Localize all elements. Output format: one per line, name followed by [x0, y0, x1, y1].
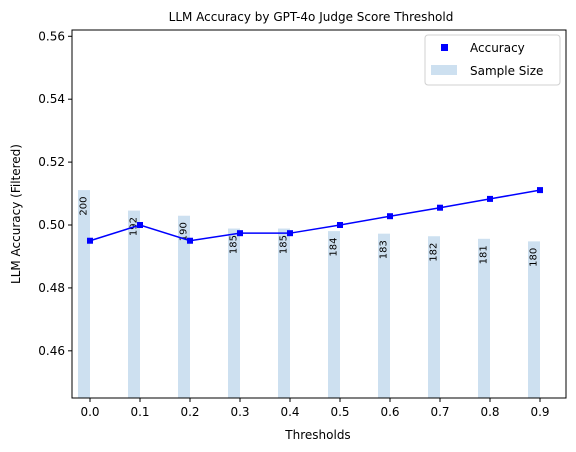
- x-tick-label: 0.3: [230, 405, 249, 419]
- sample-size-bar: [428, 236, 440, 398]
- bar-value-label: 180: [529, 248, 540, 267]
- y-tick-label: 0.52: [38, 155, 65, 169]
- x-axis-label: Thresholds: [284, 428, 350, 442]
- sample-size-bars: [78, 190, 540, 398]
- sample-size-bar: [478, 238, 490, 398]
- bar-value-label: 183: [379, 240, 390, 259]
- x-tick-label: 0.9: [530, 405, 549, 419]
- sample-size-bar: [528, 241, 540, 398]
- bar-value-label: 190: [179, 222, 190, 241]
- chart-title: LLM Accuracy by GPT-4o Judge Score Thres…: [169, 10, 454, 24]
- y-axis-label: LLM Accuracy (Filtered): [9, 144, 23, 284]
- accuracy-point: [387, 213, 393, 220]
- bar-value-label: 200: [79, 197, 90, 216]
- sample-size-bar: [378, 233, 390, 398]
- x-tick-label: 0.5: [330, 405, 349, 419]
- accuracy-series: [87, 187, 543, 244]
- x-tick-label: 0.7: [430, 405, 449, 419]
- x-tick-label: 0.2: [180, 405, 199, 419]
- y-tick-label: 0.56: [38, 29, 65, 43]
- bar-value-label: 185: [229, 235, 240, 254]
- accuracy-point: [287, 230, 293, 237]
- accuracy-point: [137, 222, 143, 229]
- y-tick-label: 0.50: [38, 218, 65, 232]
- plot-frame: [71, 29, 567, 399]
- accuracy-point: [437, 204, 443, 211]
- sample-size-bar: [228, 228, 240, 398]
- sample-size-bar: [128, 210, 140, 398]
- x-tick-label: 0.1: [130, 405, 149, 419]
- accuracy-point: [187, 237, 193, 244]
- y-tick-label: 0.48: [38, 281, 65, 295]
- x-tick-label: 0.0: [80, 405, 99, 419]
- y-axis-ticks: 0.46 0.48 0.50 0.52 0.54 0.56: [38, 29, 72, 358]
- sample-size-bar: [178, 215, 190, 398]
- x-tick-label: 0.8: [480, 405, 499, 419]
- legend-label-accuracy: Accuracy: [470, 41, 525, 55]
- bar-value-label: 185: [279, 235, 290, 254]
- legend-label-sample-size: Sample Size: [470, 64, 543, 78]
- sample-size-bar: [78, 190, 90, 398]
- accuracy-line: [89, 189, 541, 242]
- bar-value-label: 182: [429, 243, 440, 262]
- legend-marker-accuracy: [441, 44, 448, 51]
- y-tick-label: 0.46: [38, 344, 65, 358]
- x-axis-ticks: 0.0 0.1 0.2 0.3 0.4 0.5 0.6 0.7 0.8 0.9: [80, 398, 550, 419]
- sample-size-bar: [328, 231, 340, 398]
- accuracy-point: [87, 237, 93, 244]
- accuracy-point: [237, 230, 243, 237]
- legend-swatch-sample-size: [431, 65, 457, 75]
- accuracy-point: [537, 187, 543, 194]
- bar-value-label: 181: [479, 245, 490, 264]
- x-tick-label: 0.6: [380, 405, 399, 419]
- bar-value-label: 184: [329, 238, 340, 257]
- x-tick-label: 0.4: [280, 405, 299, 419]
- accuracy-point: [487, 195, 493, 202]
- legend-frame: [424, 34, 561, 86]
- legend: Accuracy Sample Size: [424, 34, 561, 86]
- accuracy-point: [337, 222, 343, 229]
- y-tick-label: 0.54: [38, 92, 65, 106]
- sample-size-bar: [278, 228, 290, 398]
